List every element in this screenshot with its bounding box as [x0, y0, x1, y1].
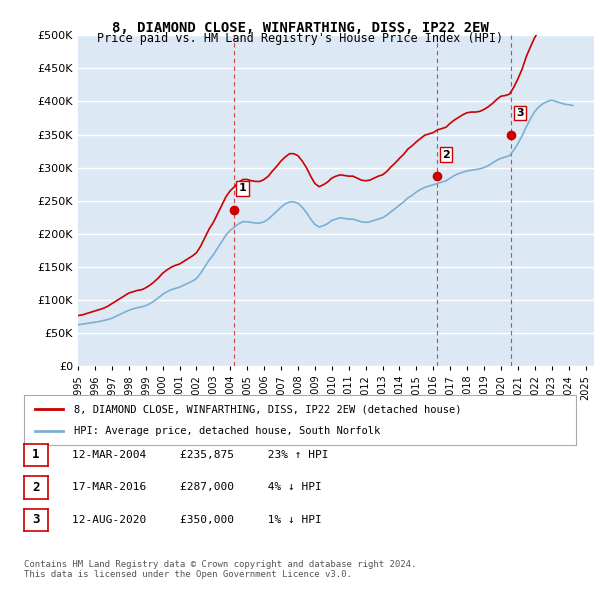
Text: 8, DIAMOND CLOSE, WINFARTHING, DISS, IP22 2EW: 8, DIAMOND CLOSE, WINFARTHING, DISS, IP2… — [112, 21, 488, 35]
Text: 8, DIAMOND CLOSE, WINFARTHING, DISS, IP22 2EW (detached house): 8, DIAMOND CLOSE, WINFARTHING, DISS, IP2… — [74, 404, 461, 414]
Text: 12-AUG-2020     £350,000     1% ↓ HPI: 12-AUG-2020 £350,000 1% ↓ HPI — [72, 515, 322, 525]
Text: 12-MAR-2004     £235,875     23% ↑ HPI: 12-MAR-2004 £235,875 23% ↑ HPI — [72, 450, 329, 460]
Text: 2: 2 — [442, 150, 449, 160]
Text: 3: 3 — [516, 108, 524, 118]
Text: Price paid vs. HM Land Registry's House Price Index (HPI): Price paid vs. HM Land Registry's House … — [97, 32, 503, 45]
Text: 3: 3 — [32, 513, 40, 526]
Text: HPI: Average price, detached house, South Norfolk: HPI: Average price, detached house, Sout… — [74, 427, 380, 437]
Text: 1: 1 — [239, 183, 247, 194]
Text: Contains HM Land Registry data © Crown copyright and database right 2024.
This d: Contains HM Land Registry data © Crown c… — [24, 560, 416, 579]
Text: 1: 1 — [32, 448, 40, 461]
Text: 2: 2 — [32, 481, 40, 494]
Text: 17-MAR-2016     £287,000     4% ↓ HPI: 17-MAR-2016 £287,000 4% ↓ HPI — [72, 483, 322, 492]
